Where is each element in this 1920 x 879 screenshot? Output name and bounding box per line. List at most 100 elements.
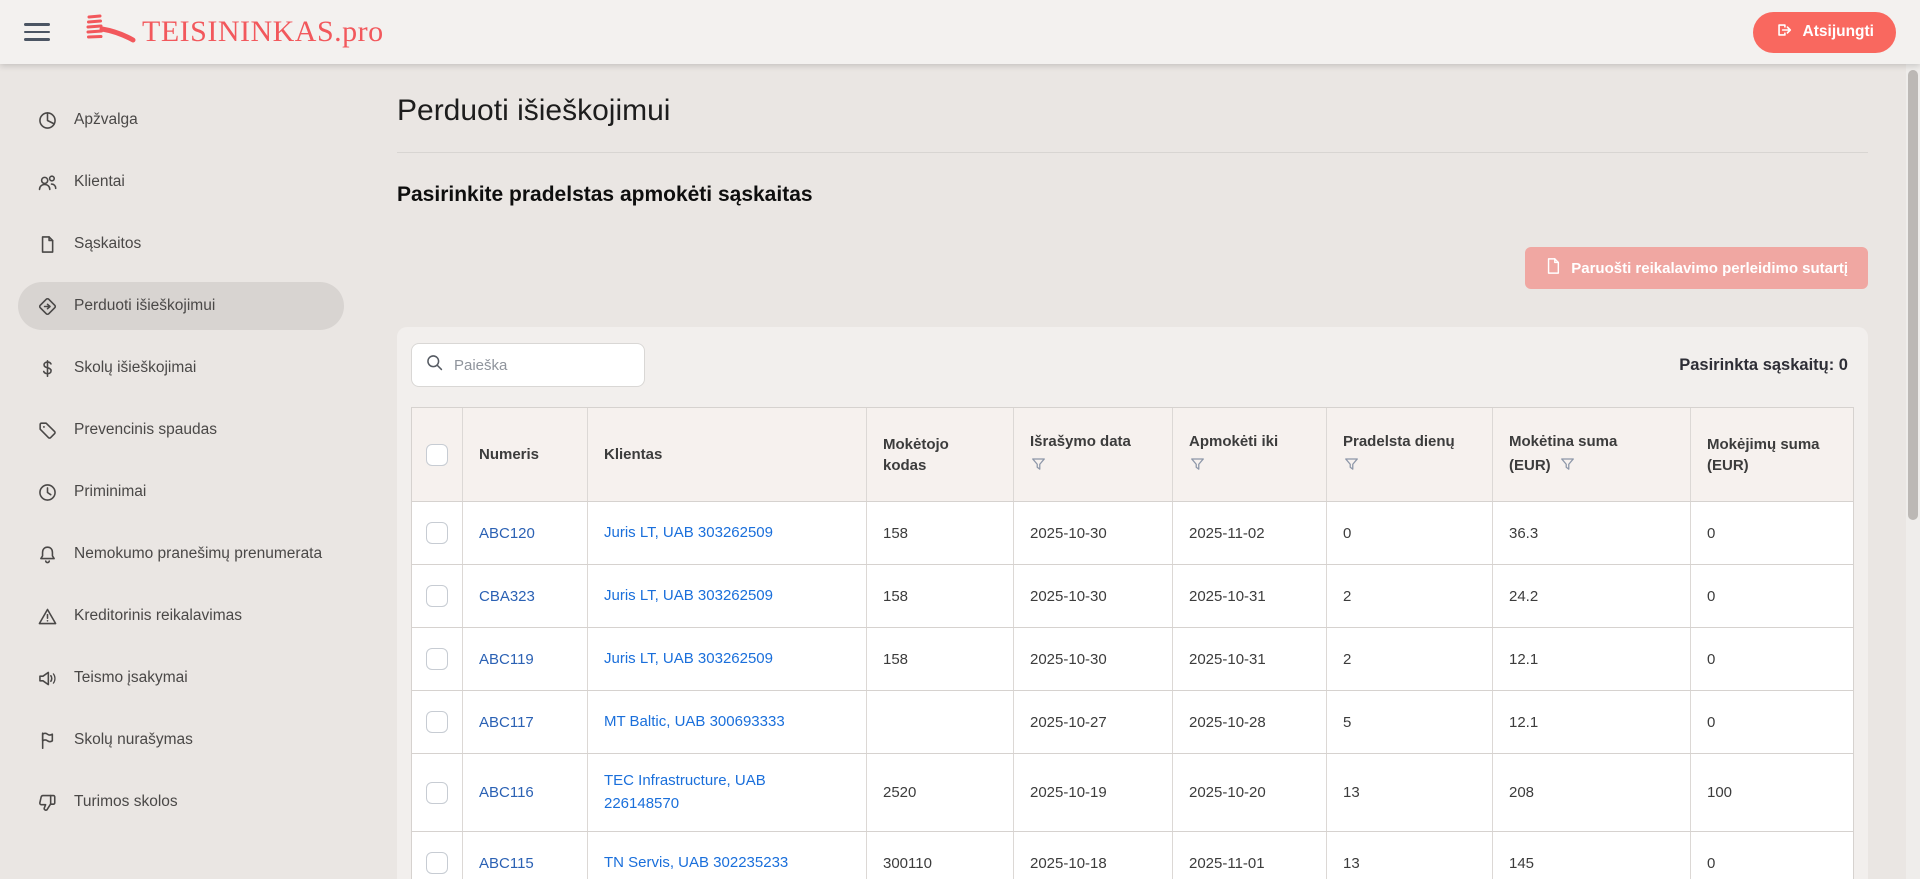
sidebar-item-skolu-isieskojimai[interactable]: Skolų išieškojimai (18, 344, 344, 392)
invoice-number-link[interactable]: ABC117 (479, 713, 534, 731)
cell-value: 12.1 (1509, 650, 1539, 668)
file-icon (1545, 257, 1561, 279)
cell-value: 2025-10-31 (1189, 587, 1266, 605)
brand-title: TEISININKAS.pro (142, 15, 384, 48)
cell-numeris: ABC120 (463, 502, 588, 564)
client-link[interactable]: Juris LT, UAB 303262509 (604, 523, 773, 541)
sidebar-item-klientai[interactable]: Klientai (18, 158, 344, 206)
row-checkbox[interactable] (426, 522, 448, 544)
filter-icon[interactable] (1559, 454, 1576, 477)
cell-value: 2520 (883, 784, 917, 801)
sidebar-item-apzvalga[interactable]: Apžvalga (18, 96, 344, 144)
invoices-card: Pasirinkta sąskaitų: 0 Numeris Klientas Mo… (397, 327, 1868, 879)
logout-label: Atsijungti (1802, 23, 1874, 40)
sidebar-item-perduoti-isieskojimui[interactable]: Perduoti išieškojimui (18, 282, 344, 330)
cell-select (412, 565, 463, 627)
table-row: CBA323 Juris LT, UAB 303262509 158 2025-10-… (412, 565, 1853, 628)
cell-select (412, 502, 463, 564)
invoice-number-link[interactable]: ABC119 (479, 650, 534, 668)
sidebar-item-prevencinis-spaudas[interactable]: Prevencinis spaudas (18, 406, 344, 454)
sidebar-item-label: Teismo įsakymai (74, 668, 188, 686)
invoice-number-link[interactable]: ABC115 (479, 854, 534, 872)
client-link[interactable]: Juris LT, UAB 303262509 (604, 586, 773, 604)
cell-value: 2025-10-28 (1189, 713, 1266, 731)
client-link[interactable]: TEC Infrastructure, UAB 226148570 (604, 772, 766, 812)
cell-klientas: Juris LT, UAB 303262509 (588, 628, 867, 690)
top-bar: TEISININKAS.pro Atsijungti (0, 0, 1920, 64)
cell-value: 0 (1707, 524, 1716, 542)
cell-apmoketi-iki: 2025-10-31 (1173, 628, 1327, 690)
filter-icon[interactable] (1030, 454, 1047, 477)
logout-button[interactable]: Atsijungti (1752, 11, 1896, 53)
sidebar-item-nemokumo-pranesimu-prenumerata[interactable]: Nemokumo pranešimų prenumerata (18, 530, 344, 578)
cell-pradelsta-dienu: 2 (1327, 565, 1493, 627)
column-label-line2: (EUR) (1509, 456, 1551, 474)
search-box (411, 343, 645, 387)
filter-icon[interactable] (1343, 454, 1360, 477)
cell-klientas: TN Servis, UAB 302235233 (588, 832, 867, 879)
row-checkbox[interactable] (426, 781, 448, 804)
cell-value: 2 (1343, 650, 1352, 668)
cell-israsymo-data: 2025-10-27 (1014, 691, 1173, 753)
cell-value: 12.1 (1509, 713, 1539, 731)
sidebar-item-label: Sąskaitos (74, 234, 142, 252)
sidebar-item-label: Nemokumo pranešimų prenumerata (74, 544, 323, 562)
invoice-number-link[interactable]: CBA323 (479, 587, 535, 605)
sidebar-item-turimos-skolos[interactable]: Turimos skolos (18, 778, 344, 826)
filter-icon[interactable] (1189, 454, 1206, 477)
row-checkbox[interactable] (426, 852, 448, 874)
header-cell-moketojo-kodas: Mokėtojo kodas (867, 408, 1014, 501)
cell-apmoketi-iki: 2025-10-31 (1173, 565, 1327, 627)
page-scrollbar-thumb[interactable] (1908, 70, 1918, 520)
invoice-number-link[interactable]: ABC116 (479, 784, 534, 801)
cell-israsymo-data: 2025-10-30 (1014, 502, 1173, 564)
cell-mokejimu-suma-eur: 0 (1691, 832, 1853, 879)
cell-value: 2025-10-30 (1030, 587, 1107, 605)
cell-value: 2 (1343, 587, 1352, 605)
cell-moketojo-kodas: 158 (867, 502, 1014, 564)
column-label-line2: kodas (883, 456, 927, 474)
client-link[interactable]: TN Servis, UAB 302235233 (604, 853, 789, 871)
header-cell-pradelsta-dienu: Pradelsta dienų (1327, 408, 1493, 501)
row-checkbox[interactable] (426, 711, 448, 733)
dollar-icon (36, 358, 58, 379)
header-cell-numeris: Numeris (463, 408, 588, 501)
table-row: ABC120 Juris LT, UAB 303262509 158 2025-10-… (412, 502, 1853, 565)
cell-pradelsta-dienu: 0 (1327, 502, 1493, 564)
row-checkbox[interactable] (426, 585, 448, 607)
client-link[interactable]: Juris LT, UAB 303262509 (604, 649, 773, 667)
app-logo[interactable]: TEISININKAS.pro (80, 13, 384, 52)
row-checkbox[interactable] (426, 648, 448, 670)
cell-value: 300110 (883, 854, 932, 872)
cell-klientas: MT Baltic, UAB 300693333 (588, 691, 867, 753)
search-input[interactable] (454, 356, 631, 374)
speaker-icon (36, 668, 58, 689)
sidebar-item-skolu-nurasymas[interactable]: Skolų nurašymas (18, 716, 344, 764)
cell-pradelsta-dienu: 2 (1327, 628, 1493, 690)
client-link[interactable]: MT Baltic, UAB 300693333 (604, 712, 785, 730)
cell-mokejimu-suma-eur: 0 (1691, 565, 1853, 627)
select-all-checkbox[interactable] (426, 443, 448, 466)
users-icon (36, 172, 58, 193)
header-cell-apmoketi-iki: Apmokėti iki (1173, 408, 1327, 501)
cell-moketina-suma-eur: 36.3 (1493, 502, 1691, 564)
page-scrollbar-track[interactable] (1906, 64, 1920, 879)
cell-value: 5 (1343, 713, 1352, 731)
sidebar-item-kreditorinis-reikalavimas[interactable]: Kreditorinis reikalavimas (18, 592, 344, 640)
sidebar-item-label: Prevencinis spaudas (74, 420, 218, 438)
sidebar-item-teismo-isakymai[interactable]: Teismo įsakymai (18, 654, 344, 702)
cell-apmoketi-iki: 2025-10-20 (1173, 754, 1327, 831)
menu-icon[interactable] (24, 23, 50, 41)
invoice-number-link[interactable]: ABC120 (479, 524, 535, 542)
cell-apmoketi-iki: 2025-11-01 (1173, 832, 1327, 879)
cell-value: 158 (883, 524, 909, 542)
sidebar-item-label: Klientai (74, 172, 125, 190)
sidebar-item-saskaitos[interactable]: Sąskaitos (18, 220, 344, 268)
column-label: Mokėjimų suma (1707, 435, 1820, 453)
cell-moketojo-kodas: 300110 (867, 832, 1014, 879)
cell-numeris: ABC116 (463, 754, 588, 831)
sidebar-item-priminimai[interactable]: Priminimai (18, 468, 344, 516)
document-icon (36, 234, 58, 255)
prepare-agreement-button[interactable]: Paruošti reikalavimo perleidimo sutartį (1525, 247, 1868, 289)
column-label: Mokėtojo (883, 435, 949, 453)
